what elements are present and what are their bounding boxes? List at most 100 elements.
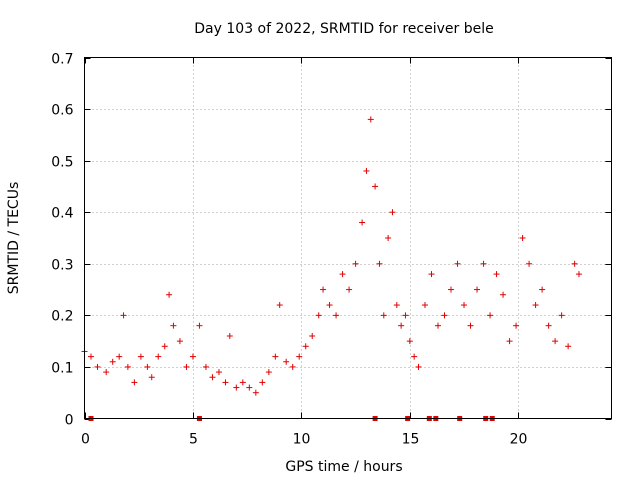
data-point	[170, 322, 177, 329]
data-point	[116, 353, 123, 360]
data-point	[389, 209, 396, 216]
data-point	[558, 312, 565, 319]
data-point	[283, 358, 290, 365]
data-point	[265, 369, 272, 376]
x-tick-label: 10	[293, 432, 311, 448]
data-point	[428, 271, 435, 278]
x-axis-label: GPS time / hours	[285, 459, 402, 475]
data-point	[372, 183, 379, 190]
data-point	[500, 291, 507, 298]
y-tick-label: 0.4	[51, 206, 73, 222]
data-point	[183, 363, 190, 370]
x-tick-label: 5	[189, 432, 198, 448]
data-point	[406, 338, 413, 345]
data-point	[545, 322, 552, 329]
data-point	[385, 235, 392, 241]
data-point	[380, 312, 387, 319]
data-point	[402, 312, 409, 319]
data-point	[435, 322, 442, 329]
data-point	[289, 363, 296, 370]
y-tick-label: 0.7	[51, 52, 73, 68]
data-point	[575, 271, 582, 278]
data-point	[144, 363, 151, 370]
data-point	[513, 322, 520, 329]
data-point	[124, 363, 131, 370]
data-point	[276, 302, 283, 309]
data-point	[359, 219, 366, 226]
y-tick-label: 0.1	[51, 361, 73, 377]
data-point	[461, 302, 468, 309]
x-tick-label: 0	[81, 432, 90, 448]
data-point	[393, 302, 400, 309]
data-point	[215, 369, 222, 376]
y-tick-label: 0.6	[51, 103, 73, 119]
y-tick-label: 0.2	[51, 309, 73, 325]
data-point	[363, 167, 370, 174]
data-point	[454, 260, 461, 267]
axis-ticks	[84, 57, 612, 420]
data-point	[233, 384, 240, 391]
data-point	[421, 302, 428, 309]
data-point	[352, 260, 359, 267]
x-tick-label: 20	[510, 432, 528, 448]
data-point	[441, 312, 448, 319]
data-point	[474, 286, 481, 293]
tick-labels: 0 0.1 0.2 0.3 0.4 0.5 0.6 0.7 0 5 10 15 20	[51, 52, 527, 448]
data-point	[398, 322, 405, 329]
data-point	[367, 116, 374, 123]
data-point	[467, 322, 474, 329]
data-point	[161, 343, 168, 350]
data-points	[81, 116, 582, 396]
data-point	[309, 332, 316, 339]
x-tick-label: 15	[402, 432, 420, 448]
data-point	[155, 353, 162, 360]
data-point	[315, 312, 322, 319]
data-point	[506, 338, 513, 345]
data-point	[202, 363, 209, 370]
data-point	[565, 343, 572, 350]
data-point	[552, 338, 559, 345]
data-point	[339, 271, 346, 278]
data-point	[103, 369, 110, 376]
data-point	[333, 312, 340, 319]
y-tick-label: 0.5	[51, 155, 73, 171]
data-point	[176, 338, 183, 345]
data-point	[411, 353, 418, 360]
data-point	[196, 322, 203, 329]
data-point	[148, 374, 155, 381]
data-point	[259, 379, 266, 386]
data-point	[137, 353, 144, 360]
data-point	[88, 353, 95, 360]
data-point	[272, 353, 279, 360]
data-point	[320, 286, 327, 293]
chart-title: Day 103 of 2022, SRMTID for receiver bel…	[194, 21, 493, 37]
data-point	[526, 260, 533, 267]
data-point	[532, 302, 539, 309]
data-point	[296, 353, 303, 360]
data-point	[493, 271, 500, 278]
y-tick-label: 0	[65, 413, 74, 429]
y-tick-label: 0.3	[51, 258, 73, 274]
data-point	[209, 374, 216, 381]
data-point	[239, 379, 246, 386]
y-axis-label: SRMTID / TECUs	[6, 182, 22, 295]
data-point	[246, 384, 253, 391]
data-point	[302, 343, 309, 350]
data-point	[376, 260, 383, 267]
data-point	[166, 291, 173, 298]
data-point	[131, 379, 138, 386]
data-point	[222, 379, 229, 386]
data-point	[120, 312, 127, 319]
data-point	[109, 358, 116, 365]
data-point	[448, 286, 455, 293]
plot-frame	[84, 57, 612, 419]
data-point	[326, 302, 333, 309]
data-point	[189, 353, 196, 360]
data-point	[519, 235, 526, 241]
data-point	[415, 363, 422, 370]
data-point	[480, 260, 487, 267]
data-point	[571, 260, 578, 267]
grid-lines	[84, 57, 612, 419]
data-point	[346, 286, 353, 293]
